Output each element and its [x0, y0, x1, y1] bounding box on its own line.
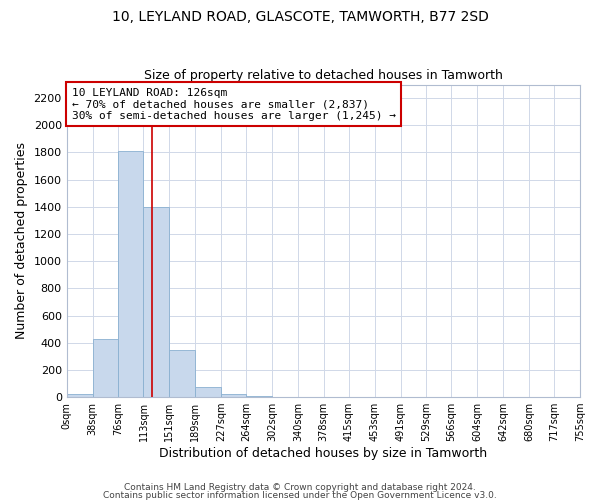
Bar	[143, 207, 169, 397]
Bar	[67, 394, 92, 397]
Text: 10, LEYLAND ROAD, GLASCOTE, TAMWORTH, B77 2SD: 10, LEYLAND ROAD, GLASCOTE, TAMWORTH, B7…	[112, 10, 488, 24]
Bar	[118, 151, 143, 397]
Title: Size of property relative to detached houses in Tamworth: Size of property relative to detached ho…	[144, 69, 503, 82]
X-axis label: Distribution of detached houses by size in Tamworth: Distribution of detached houses by size …	[159, 447, 487, 460]
Y-axis label: Number of detached properties: Number of detached properties	[15, 142, 28, 340]
Text: 10 LEYLAND ROAD: 126sqm
← 70% of detached houses are smaller (2,837)
30% of semi: 10 LEYLAND ROAD: 126sqm ← 70% of detache…	[72, 88, 396, 121]
Bar	[92, 338, 118, 397]
Text: Contains HM Land Registry data © Crown copyright and database right 2024.: Contains HM Land Registry data © Crown c…	[124, 484, 476, 492]
Bar	[169, 350, 195, 397]
Bar	[221, 394, 246, 397]
Text: Contains public sector information licensed under the Open Government Licence v3: Contains public sector information licen…	[103, 490, 497, 500]
Bar	[246, 396, 272, 397]
Bar	[195, 387, 221, 397]
